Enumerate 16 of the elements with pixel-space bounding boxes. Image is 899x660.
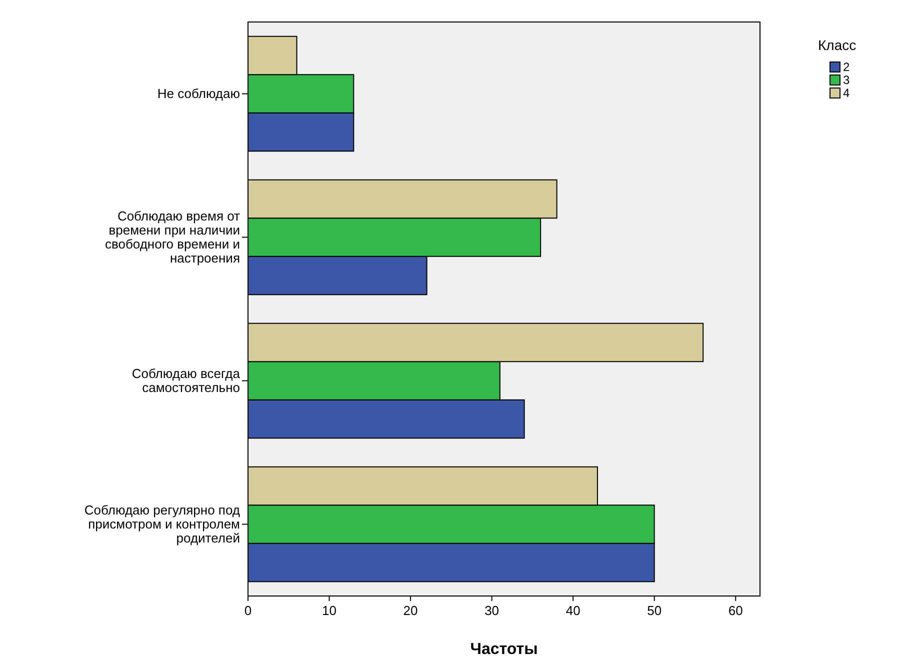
legend-label: 3 [843,73,850,87]
y-tick-label: Не соблюдаю [157,86,240,101]
x-tick-label: 20 [403,603,418,618]
legend-label: 2 [843,60,850,74]
x-tick-label: 30 [484,603,500,618]
legend-label: 4 [843,86,850,100]
x-tick-label: 0 [244,603,252,618]
x-tick-label: 10 [322,603,337,618]
y-tick-label: Соблюдаю всегда самостоятельно [132,366,241,395]
legend-title: Класс [818,37,856,53]
y-tick-label: Соблюдаю регулярно под присмотром и контролем родителей [84,502,240,546]
x-tick-label: 50 [647,603,662,618]
y-tick-label: Соблюдаю время от времени при наличии свободного времени и настроения [104,208,240,266]
x-axis-title: Частоты [470,641,538,658]
x-tick-label: 40 [566,603,580,618]
x-tick-label: 60 [728,603,743,618]
